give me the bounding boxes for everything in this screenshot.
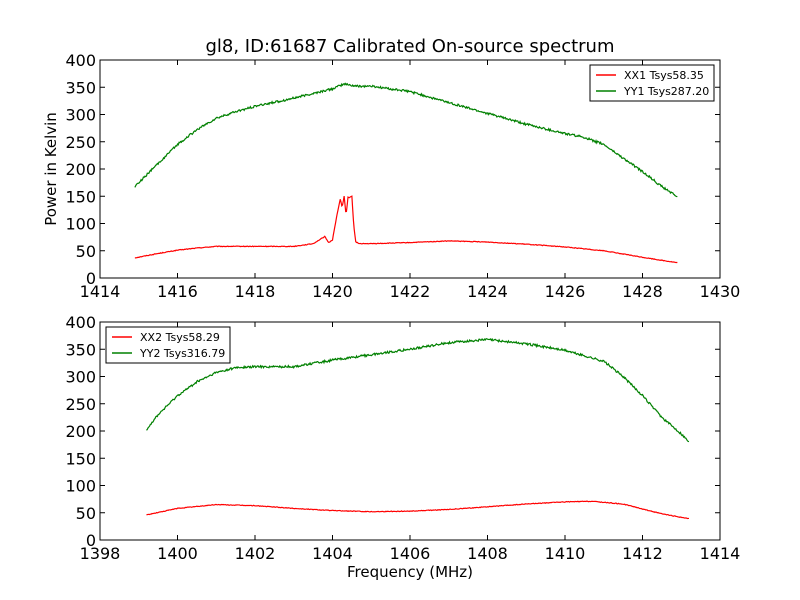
x-tick-label: 1424 [467, 282, 508, 301]
x-tick-label: 1422 [390, 282, 431, 301]
y-tick-label: 300 [65, 368, 96, 387]
series-line-2 [134, 82, 678, 198]
y-tick-label: 350 [65, 340, 96, 359]
y-tick-label: 50 [76, 242, 96, 261]
series-line-2 [146, 337, 690, 443]
x-tick-label: 1400 [157, 544, 198, 563]
y-tick-label: 400 [65, 313, 96, 332]
bottom-chart: 1398 1400 1402 1404 1406 1408 1410 1412 1414 0 50 1… [65, 313, 740, 563]
legend-label: XX1 Tsys58.35 [624, 69, 704, 82]
series-line-1 [134, 195, 678, 264]
legend-label: XX2 Tsys58.29 [140, 331, 220, 344]
y-tick-label: 100 [65, 477, 96, 496]
y-tick-label: 200 [65, 422, 96, 441]
x-axis-label: Frequency (MHz) [347, 563, 473, 581]
top-chart: 1414 1416 1418 1420 1422 1424 1426 1428 1430 0 50 1… [65, 51, 740, 301]
x-tick-label: 1412 [622, 544, 663, 563]
legend-box [105, 326, 231, 364]
series-line-1 [146, 500, 690, 520]
x-tick-label: 1414 [80, 282, 121, 301]
x-tick-label: 1416 [157, 282, 198, 301]
legend-label: YY2 Tsys316.79 [139, 347, 225, 360]
x-tick-label: 1398 [80, 544, 121, 563]
y-tick-label: 50 [76, 504, 96, 523]
x-tick-label: 1418 [235, 282, 276, 301]
y-tick-label: 350 [65, 78, 96, 97]
x-tick-label: 1408 [467, 544, 508, 563]
x-tick-label: 1406 [390, 544, 431, 563]
y-tick-label: 150 [65, 187, 96, 206]
y-tick-label: 0 [86, 269, 96, 288]
x-tick-label: 1414 [700, 544, 741, 563]
x-tick-label: 1428 [622, 282, 663, 301]
y-tick-label: 300 [65, 106, 96, 125]
x-tick-label: 1420 [312, 282, 353, 301]
y-tick-label: 200 [65, 160, 96, 179]
figure-title: gl8, ID:61687 Calibrated On-source spect… [205, 36, 614, 57]
x-tick-label: 1430 [700, 282, 741, 301]
x-tick-label: 1404 [312, 544, 353, 563]
y-tick-label: 250 [65, 133, 96, 152]
y-tick-label: 100 [65, 215, 96, 234]
y-axis-label: Power in Kelvin [42, 112, 60, 226]
y-tick-label: 0 [86, 531, 96, 550]
x-tick-label: 1410 [545, 544, 586, 563]
legend-label: YY1 Tsys287.20 [623, 85, 709, 98]
x-tick-label: 1402 [235, 544, 276, 563]
y-tick-label: 400 [65, 51, 96, 70]
x-tick-label: 1426 [545, 282, 586, 301]
y-tick-label: 150 [65, 449, 96, 468]
legend-box [589, 64, 715, 102]
y-tick-label: 250 [65, 395, 96, 414]
